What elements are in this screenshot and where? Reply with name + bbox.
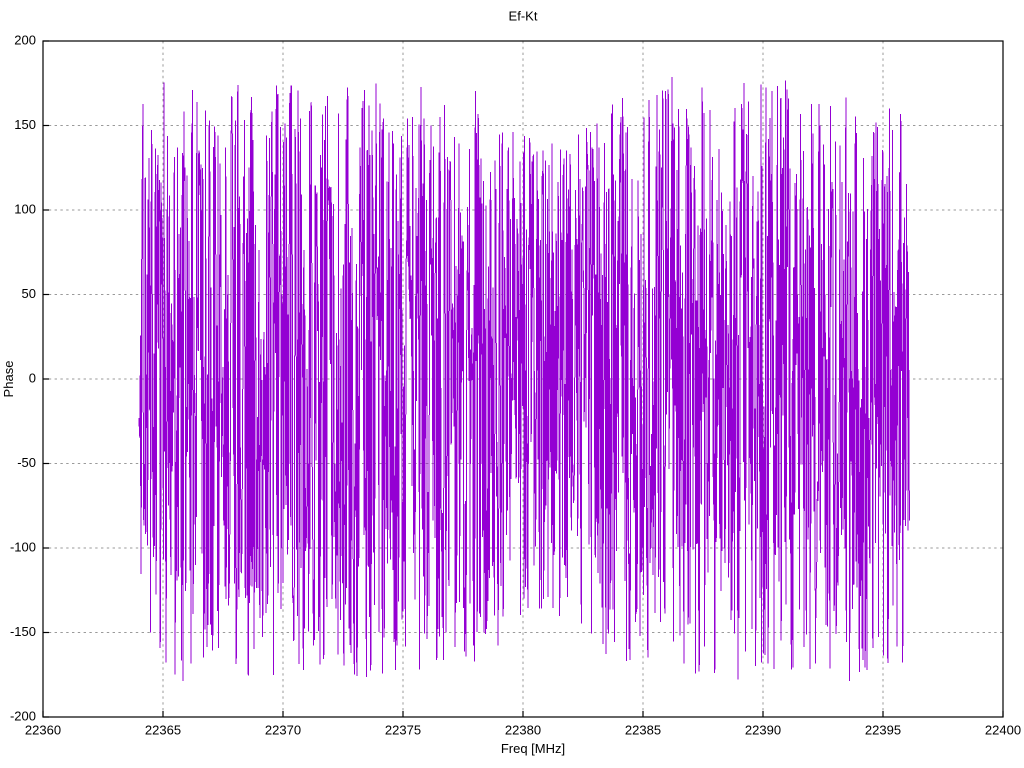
y-tick-label: -200	[10, 708, 36, 723]
chart-title: Ef-Kt	[509, 8, 538, 23]
x-tick-label: 22390	[745, 723, 781, 738]
series-line-0	[138, 76, 910, 682]
x-tick-label: 22380	[505, 723, 541, 738]
x-tick-labels: 22360 22365 22370 22375 22380 22385 22390 22395…	[25, 723, 1021, 738]
x-tick-label: 22385	[625, 723, 661, 738]
y-tick-label: -150	[10, 624, 36, 639]
x-axis-label: Freq [MHz]	[501, 741, 565, 756]
y-tick-label: 0	[29, 370, 36, 385]
data-series-layer	[138, 76, 910, 682]
x-tick-label: 22360	[25, 723, 61, 738]
x-tick-label: 22370	[265, 723, 301, 738]
y-tick-label: 150	[14, 117, 36, 132]
y-tick-label: -100	[10, 539, 36, 554]
y-tick-label: -50	[17, 455, 36, 470]
x-tick-label: 22375	[385, 723, 421, 738]
y-tick-label: 50	[22, 286, 36, 301]
y-axis-label: Phase	[1, 361, 16, 398]
y-tick-label: 200	[14, 32, 36, 47]
y-tick-marks	[43, 40, 49, 718]
x-tick-label: 22400	[985, 723, 1021, 738]
y-tick-label: 100	[14, 201, 36, 216]
x-tick-marks	[42, 711, 1004, 717]
y-tick-labels: -200 -150 -100 -50 0 50 100 150 200	[10, 32, 36, 723]
x-tick-label: 22395	[865, 723, 901, 738]
x-tick-label: 22365	[145, 723, 181, 738]
